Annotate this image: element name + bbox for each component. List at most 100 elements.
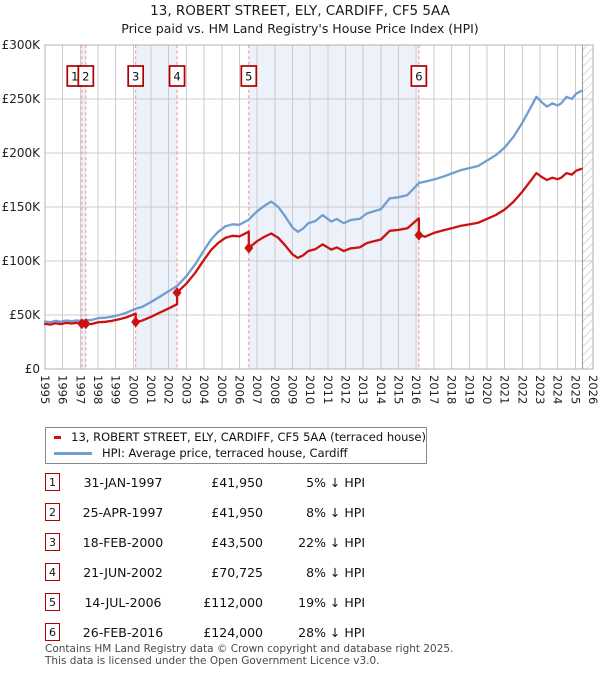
sale-number-badge: 1 (45, 473, 60, 491)
y-axis-label: £300K (2, 38, 42, 52)
sale-date: 14-JUL-2006 (84, 594, 162, 610)
price-chart: 1 2 3 4 5 6 £0 £50K £100K £150K £200K £250K £300K 199… (2, 38, 600, 404)
x-axis-label: 2019 (462, 375, 476, 404)
x-axis-label: 2024 (551, 375, 565, 404)
x-axis-label: 2010 (303, 375, 317, 404)
sale-price: £124,000 (203, 624, 263, 640)
sale-number-badge: 5 (45, 593, 60, 611)
x-axis-label: 2015 (392, 375, 406, 404)
sale-date: 26-FEB-2016 (82, 624, 164, 640)
x-axis-label: 2002 (162, 375, 176, 404)
x-axis-label: 2011 (321, 375, 335, 404)
table-row: 5 14-JUL-2006 £112,000 19% ↓ HPI (45, 587, 385, 617)
sale-vs-hpi: 22% ↓ HPI (298, 534, 365, 550)
sale-date: 25-APR-1997 (82, 504, 164, 520)
sale-number-box (127, 65, 145, 87)
sale-number-box (240, 65, 258, 87)
sale-number-box (168, 65, 186, 87)
x-axis-label: 2021 (498, 375, 512, 404)
license-line-1: Contains HM Land Registry data © Crown c… (45, 643, 454, 655)
sale-price: £112,000 (203, 594, 263, 610)
sale-number-badge: 6 (45, 623, 60, 641)
sale-number-badge: 3 (45, 533, 60, 551)
price_paid-line (43, 167, 583, 326)
sale-number: 5 (245, 70, 252, 84)
x-axis-label: 1995 (38, 375, 52, 404)
x-axis-label: 2022 (515, 375, 529, 404)
legend-item-hpi: HPI: Average price, terraced house, Card… (46, 445, 426, 461)
sale-price: £70,725 (211, 564, 263, 580)
sale-marker (81, 318, 91, 330)
x-axis-label: 1998 (91, 375, 105, 404)
table-row: 2 25-APR-1997 £41,950 8% ↓ HPI (45, 497, 385, 527)
x-axis-label: 2006 (232, 375, 246, 404)
legend-label-hpi: HPI: Average price, terraced house, Card… (102, 446, 348, 460)
x-axis-label: 2020 (480, 375, 494, 404)
x-axis-label: 2007 (250, 375, 264, 404)
chart-legend: 13, ROBERT STREET, ELY, CARDIFF, CF5 5AA… (45, 427, 427, 464)
x-axis-label: 2004 (197, 375, 211, 404)
y-axis-label: £50K (9, 308, 41, 322)
sale-marker (131, 316, 141, 328)
x-axis-label: 2017 (427, 375, 441, 404)
hpi-line (43, 89, 583, 324)
table-row: 6 26-FEB-2016 £124,000 28% ↓ HPI (45, 617, 385, 647)
sale-date: 18-FEB-2000 (82, 534, 164, 550)
x-axis-label: 2013 (356, 375, 370, 404)
y-axis-label: £150K (2, 200, 42, 214)
sale-marker (244, 242, 254, 254)
sale-number-badge: 4 (45, 563, 60, 581)
plot-frame (44, 44, 594, 370)
sale-number-box (77, 65, 95, 87)
license-note: Contains HM Land Registry data © Crown c… (45, 643, 453, 667)
y-axis-label: £100K (2, 254, 42, 268)
no-data-hatch (582, 45, 593, 369)
sale-date: 31-JAN-1997 (83, 474, 163, 490)
x-axis-label: 2016 (409, 375, 423, 404)
price-line-swatch-icon (54, 435, 62, 439)
y-axis-label: £0 (25, 362, 40, 376)
sale-vs-hpi: 8% ↓ HPI (306, 564, 365, 580)
x-axis-label: 2003 (179, 375, 193, 404)
chart-title: 13, ROBERT STREET, ELY, CARDIFF, CF5 5AA (150, 3, 450, 19)
x-axis-label: 2026 (586, 375, 600, 404)
x-axis-label: 2014 (374, 375, 388, 404)
x-axis-label: 2005 (215, 375, 229, 404)
chart-subtitle: Price paid vs. HM Land Registry's House … (121, 21, 479, 36)
x-axis-label: 2008 (268, 375, 282, 404)
sale-vs-hpi: 19% ↓ HPI (298, 594, 365, 610)
y-axis-label: £200K (2, 146, 42, 160)
sale-vs-hpi: 5% ↓ HPI (306, 474, 365, 490)
y-axis-label: £250K (2, 92, 42, 106)
sale-number-box (410, 65, 428, 87)
x-axis-label: 1999 (109, 375, 123, 404)
sale-price: £41,950 (211, 474, 263, 490)
x-axis-label: 2001 (144, 375, 158, 404)
x-axis-label: 2025 (568, 375, 582, 404)
sale-price: £43,500 (211, 534, 263, 550)
sale-number: 3 (132, 70, 139, 84)
x-axis-label: 1996 (56, 375, 70, 404)
x-axis-label: 1997 (73, 375, 87, 404)
x-axis-label: 2009 (285, 375, 299, 404)
sale-number: 4 (173, 70, 180, 84)
sale-number: 1 (71, 70, 78, 84)
table-row: 3 18-FEB-2000 £43,500 22% ↓ HPI (45, 527, 385, 557)
license-line-2: This data is licensed under the Open Gov… (45, 655, 380, 667)
sale-vs-hpi: 8% ↓ HPI (306, 504, 365, 520)
x-axis-label: 2000 (126, 375, 140, 404)
x-axis-label: 2012 (339, 375, 353, 404)
sale-number: 2 (82, 70, 89, 84)
x-axis-label: 2023 (533, 375, 547, 404)
sale-vs-hpi: 28% ↓ HPI (298, 624, 365, 640)
sales-table: 1 31-JAN-1997 £41,950 5% ↓ HPI 2 25-APR-… (45, 467, 385, 647)
sale-marker (172, 287, 182, 299)
legend-label-price: 13, ROBERT STREET, ELY, CARDIFF, CF5 5AA… (71, 430, 426, 444)
sale-date: 21-JUN-2002 (83, 564, 163, 580)
table-row: 1 31-JAN-1997 £41,950 5% ↓ HPI (45, 467, 385, 497)
legend-item-price: 13, ROBERT STREET, ELY, CARDIFF, CF5 5AA… (46, 429, 426, 445)
hpi-line-swatch-icon (54, 451, 92, 455)
sale-number-badge: 2 (45, 503, 60, 521)
sale-number: 6 (415, 70, 422, 84)
